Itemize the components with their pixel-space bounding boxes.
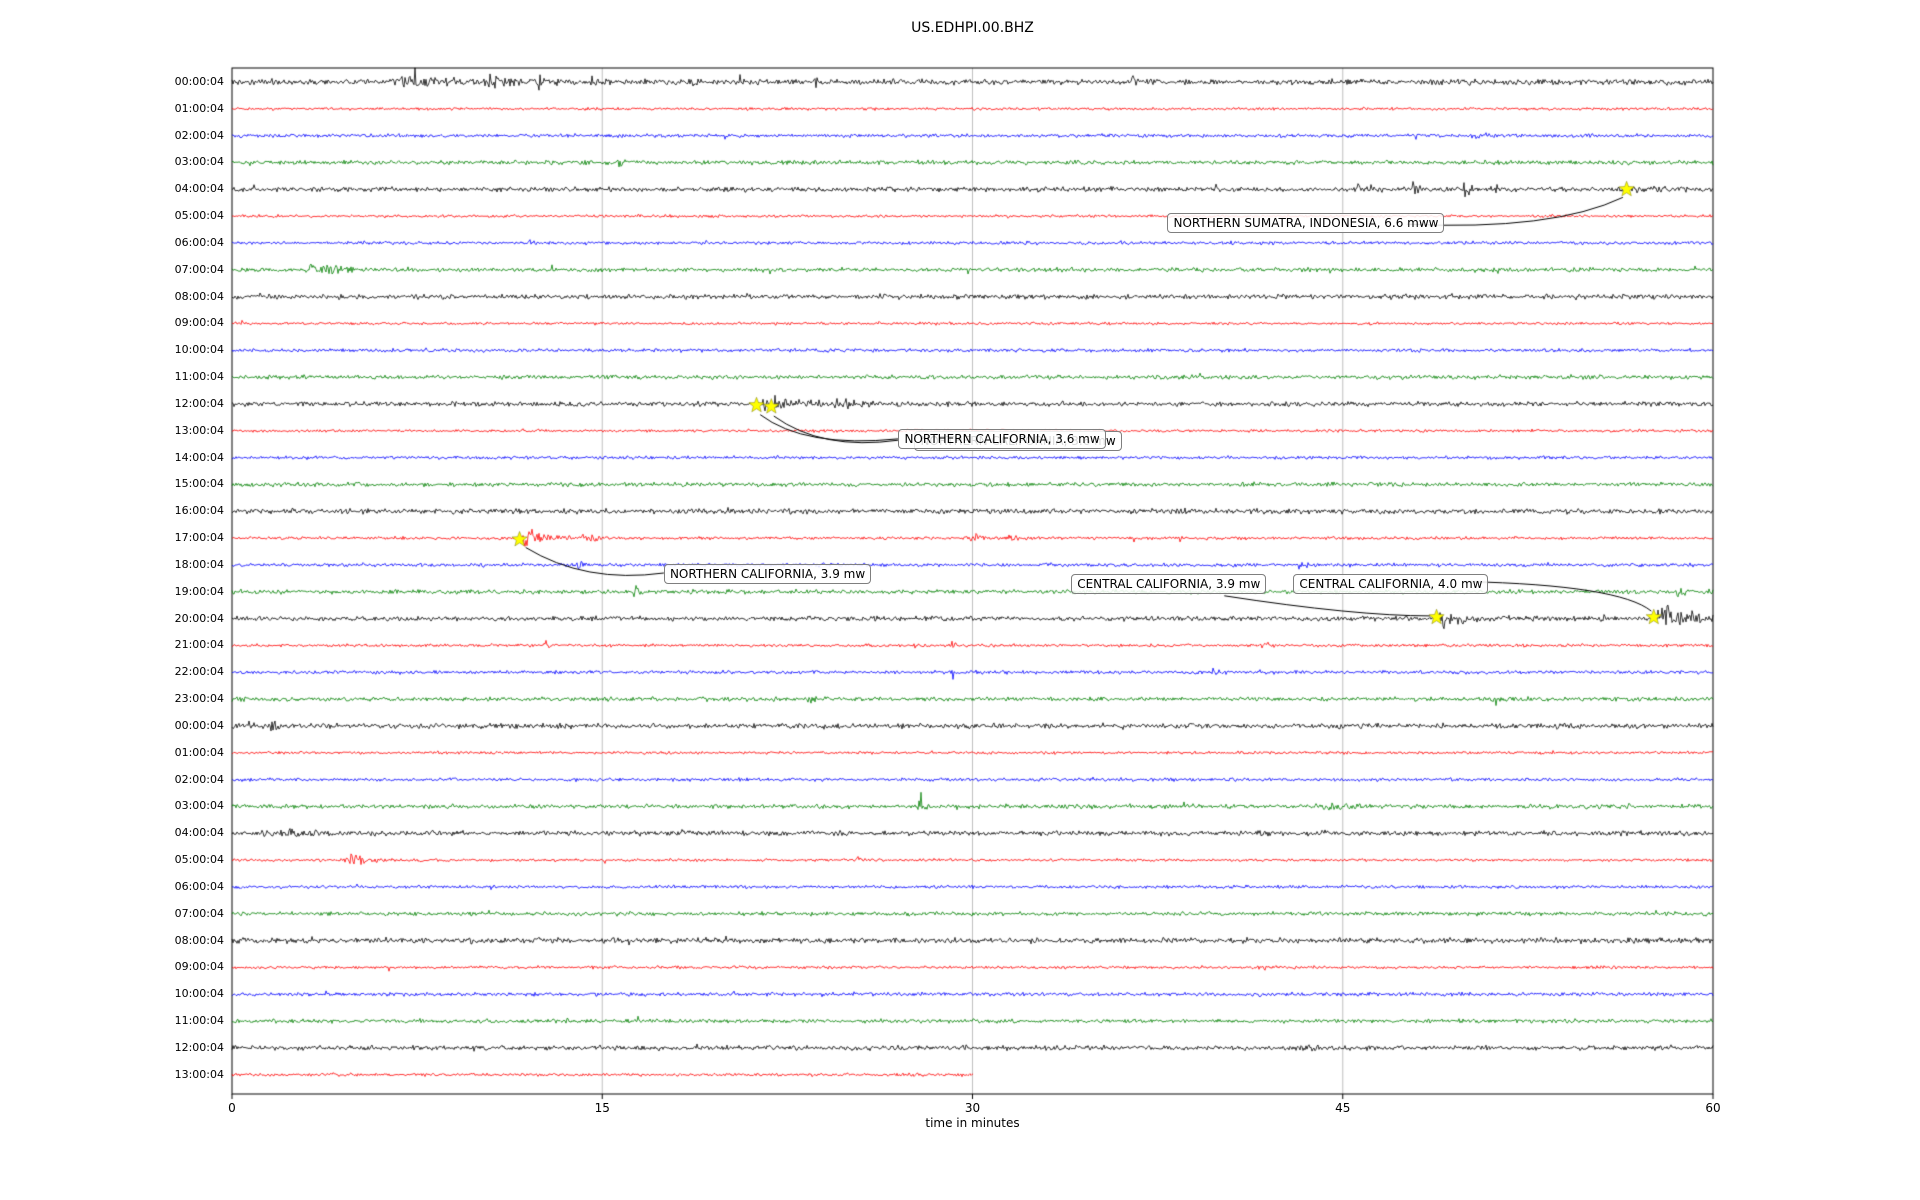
x-tick-label: 60 — [1705, 1101, 1721, 1115]
row-label: 12:00:04 — [174, 1040, 224, 1054]
row-label: 09:00:04 — [174, 316, 224, 330]
row-label: 13:00:04 — [174, 1067, 224, 1081]
row-label: 17:00:04 — [174, 531, 224, 545]
row-label: 01:00:04 — [174, 745, 224, 759]
row-label: 01:00:04 — [174, 101, 224, 115]
row-label: 03:00:04 — [174, 799, 224, 813]
row-label: 15:00:04 — [174, 477, 224, 491]
row-label: 08:00:04 — [174, 289, 224, 303]
x-tick-label: 30 — [964, 1101, 981, 1115]
row-label: 03:00:04 — [174, 155, 224, 169]
row-label: 10:00:04 — [174, 987, 224, 1001]
x-tick-label: 15 — [594, 1101, 610, 1115]
row-label: 20:00:04 — [174, 611, 224, 625]
row-label: 23:00:04 — [174, 692, 224, 706]
row-label: 04:00:04 — [174, 826, 224, 840]
row-label: 19:00:04 — [174, 584, 224, 598]
row-label: 00:00:04 — [174, 75, 224, 88]
x-tick-label: 45 — [1335, 1101, 1351, 1115]
x-tick-label: 0 — [228, 1101, 236, 1115]
event-label: NORTHERN CALIFORNIA, 3.9 mw — [663, 563, 872, 584]
row-label: 07:00:04 — [174, 262, 224, 276]
event-label: CENTRAL CALIFORNIA, 4.0 mw — [1293, 573, 1489, 594]
row-label: 05:00:04 — [174, 209, 224, 223]
row-label: 18:00:04 — [174, 557, 224, 571]
row-label: 22:00:04 — [174, 665, 224, 679]
event-label: CENTRAL CALIFORNIA, 3.9 mw — [1071, 573, 1267, 594]
row-label: 04:00:04 — [174, 182, 224, 196]
event-label: NORTHERN CALIFORNIA, 3.6 mw — [898, 429, 1106, 450]
row-label: 14:00:04 — [174, 450, 224, 464]
row-label: 07:00:04 — [174, 906, 224, 920]
x-axis-label: time in minutes — [925, 1116, 1020, 1130]
event-label: NORTHERN SUMATRA, INDONESIA, 6.6 mww — [1167, 212, 1445, 233]
row-label: 12:00:04 — [174, 396, 224, 410]
row-label: 09:00:04 — [174, 960, 224, 974]
row-label: 10:00:04 — [174, 343, 224, 357]
row-label: 21:00:04 — [174, 638, 224, 652]
row-label: 06:00:04 — [174, 879, 224, 893]
row-label: 11:00:04 — [174, 1014, 224, 1028]
row-label: 02:00:04 — [174, 128, 224, 142]
row-label: 16:00:04 — [174, 504, 224, 518]
row-label: 02:00:04 — [174, 772, 224, 786]
row-label: 00:00:04 — [174, 718, 224, 732]
row-label: 13:00:04 — [174, 423, 224, 437]
row-label: 05:00:04 — [174, 853, 224, 867]
row-label: 06:00:04 — [174, 235, 224, 249]
chart-title: US.EDHPI.00.BHZ — [911, 20, 1034, 36]
row-label: 08:00:04 — [174, 933, 224, 947]
row-label: 11:00:04 — [174, 370, 224, 384]
